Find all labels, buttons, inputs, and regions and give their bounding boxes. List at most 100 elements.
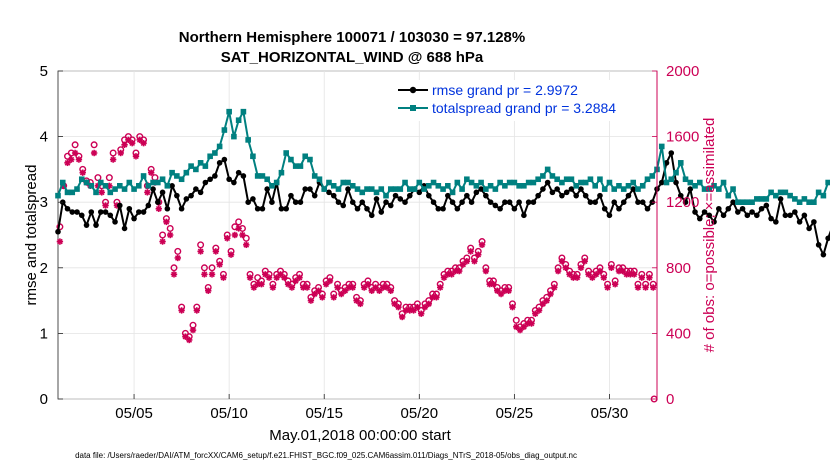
rmse-point [739,205,746,212]
obs-assimilated-stroke [174,255,181,261]
totalspread-point [478,179,484,186]
obs-assimilated-stroke [220,274,227,281]
obs-assimilated-stroke [387,287,394,294]
obs-assimilated-stroke [555,268,561,274]
obs-assimilated-stroke [110,156,117,163]
obs-assimilated-stroke [57,238,63,245]
rmse-point [630,186,637,192]
totalspread-point [658,143,665,150]
rmse-point [582,192,589,199]
rmse-point [811,219,817,225]
totalspread-point [502,183,508,189]
obs-assimilated-stroke [349,284,356,291]
obs-assimilated-stroke [319,294,326,301]
totalspread-point [730,186,736,192]
totalspread-point [245,137,251,143]
totalspread-point [559,179,565,186]
rmse-point [725,205,732,212]
obs-assimilated-stroke [243,241,250,248]
obs-assimilated-stroke [528,320,535,327]
obs-assimilated-marker [630,271,638,278]
totalspread-point [164,183,171,189]
obs-assimilated-stroke [559,258,565,265]
totalspread-point [150,179,156,186]
rmse-point [283,205,289,212]
obs-assimilated-marker [239,231,246,239]
totalspread-point [93,189,99,196]
rmse-point [83,222,90,228]
totalspread-point [820,192,827,199]
rmse-point [478,186,484,192]
rmse-point [97,209,104,215]
obs-assimilated-stroke [171,271,177,278]
obs-assimilated-stroke [231,232,238,238]
obs-possible-marker [159,231,167,239]
obs-assimilated-stroke [91,150,97,156]
rmse-point [801,212,808,219]
obs-assimilated-stroke [642,284,649,291]
totalspread-point [121,186,128,192]
rmse-point [178,205,185,212]
obs-assimilated-stroke [543,297,550,304]
obs-assimilated-marker [364,281,372,288]
obs-assimilated-marker [414,303,421,311]
obs-assimilated-stroke [581,258,588,265]
rmse-point [259,205,266,212]
y-left-tick-label: 0 [40,391,48,408]
obs-assimilated-marker [258,281,265,288]
obs-assimilated-marker [216,261,223,268]
totalspread-point [97,179,104,186]
totalspread-point [78,176,85,183]
obs-assimilated-marker [166,231,174,239]
obs-assimilated-marker [208,271,216,278]
obs-assimilated-stroke [133,153,139,160]
rmse-point [117,202,123,209]
obs-assimilated-marker [159,238,166,245]
obs-assimilated-marker [642,284,649,291]
obs-assimilated-stroke [471,258,478,265]
rmse-point [197,189,204,196]
obs-assimilated-marker [600,274,607,281]
totalspread-point [620,186,627,192]
data-lines [55,108,830,258]
obs-assimilated-marker [132,153,140,160]
obs-assimilated-stroke [327,278,333,284]
obs-assimilated-stroke [155,205,162,212]
x-axis-ticks: 05/05 05/10 05/15 05/20 05/25 05/30 [115,394,628,422]
rmse-point [88,209,95,215]
totalspread-point [682,176,689,183]
obs-assimilated-marker [288,284,296,291]
rmse-point [311,192,318,199]
totalspread-point [316,176,323,183]
obs-assimilated-marker [528,320,535,327]
obs-assimilated-marker [619,267,626,275]
obs-assimilated-stroke [117,150,124,156]
totalspread-point [273,179,280,186]
rmse-point [440,205,446,212]
totalspread-point [416,179,423,186]
rmse-point [692,209,698,215]
rmse-point [231,179,237,186]
totalspread-point [426,183,432,189]
rmse-point [112,219,118,225]
obs-assimilated-marker [456,267,463,275]
totalspread-point [692,183,698,189]
totalspread-point [544,166,551,173]
totalspread-point [573,183,579,189]
rmse-point [578,186,584,192]
totalspread-point [825,179,830,186]
rmse-point [521,212,527,219]
totalspread-point [302,153,309,160]
obs-assimilated-stroke [163,219,170,225]
chart-title-line1: Northern Hemisphere 100071 / 103030 = 97… [179,29,525,46]
obs-assimilated-marker [102,202,109,209]
totalspread-point [806,199,812,205]
totalspread-point [259,173,266,179]
totalspread-point [554,176,560,183]
rmse-point [454,205,461,212]
obs-assimilated-stroke [209,271,215,278]
obs-assimilated-stroke [608,264,615,271]
rmse-point [687,186,694,192]
obs-assimilated-stroke [76,156,82,163]
